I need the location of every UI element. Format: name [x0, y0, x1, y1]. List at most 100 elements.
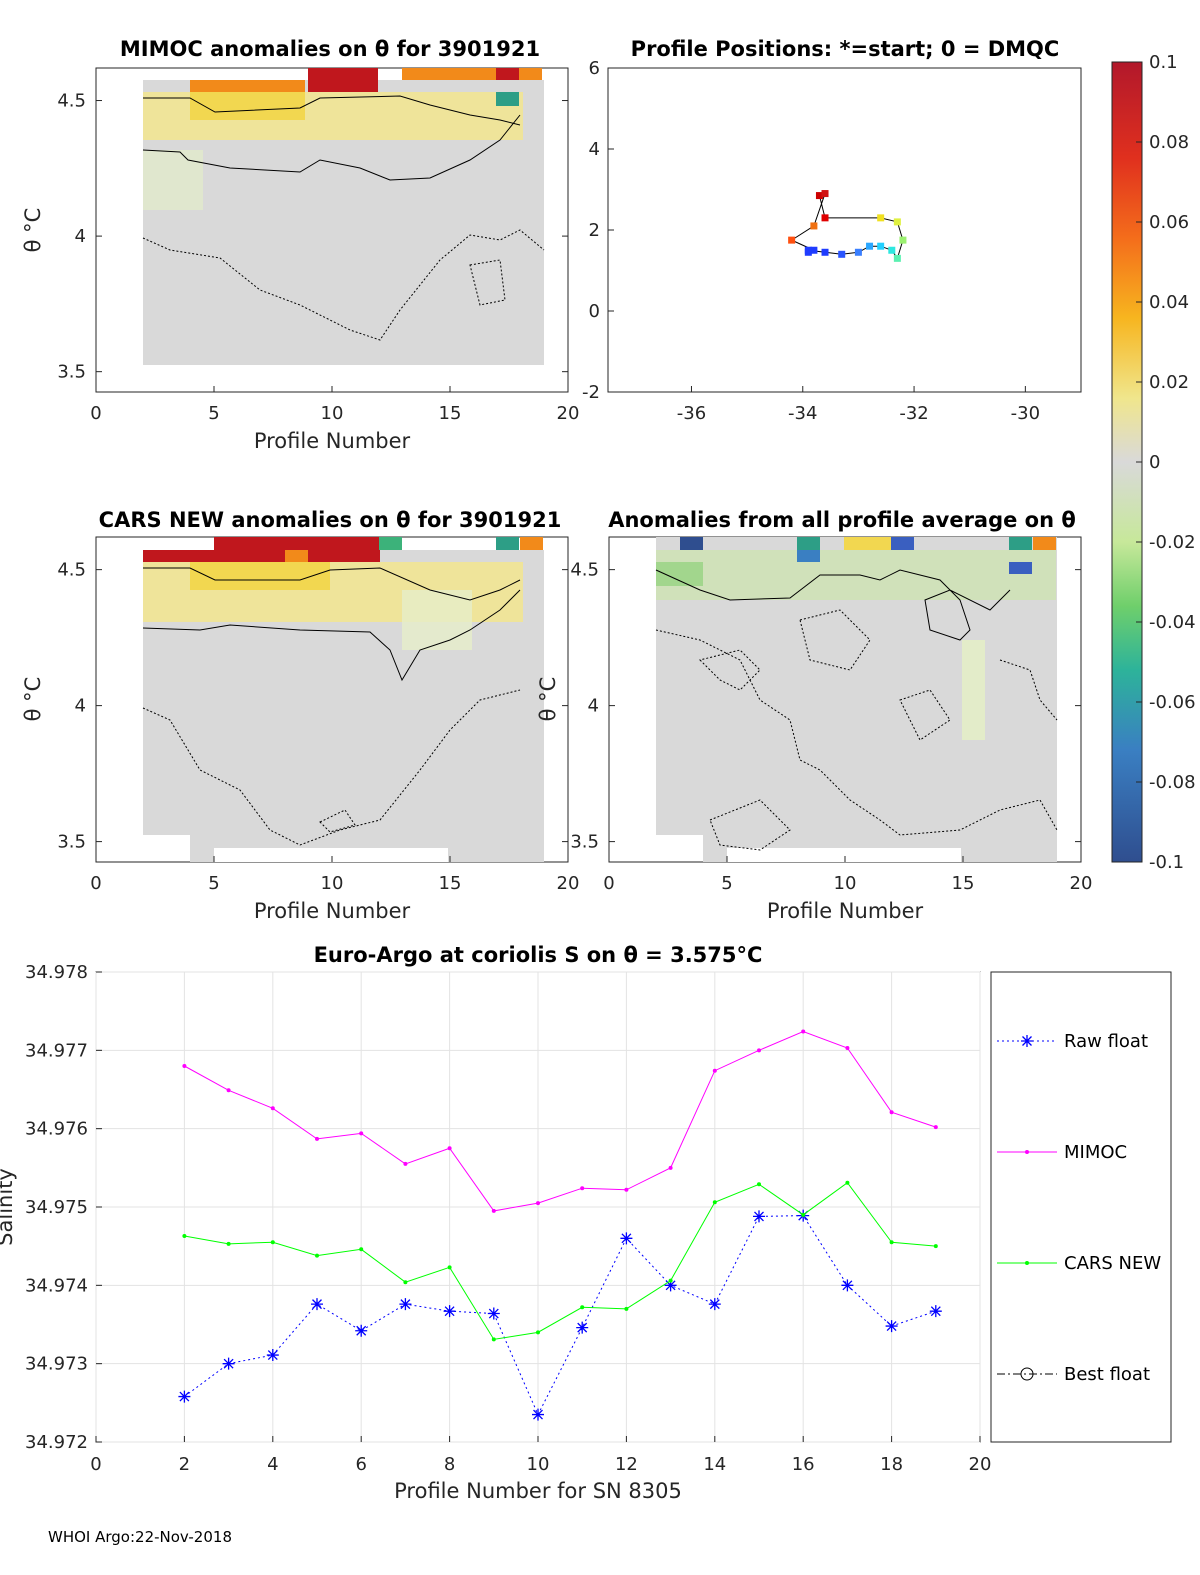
data-point [889, 1110, 894, 1115]
data-point-star [311, 1298, 323, 1311]
y-tick-label: 34.976 [25, 1119, 88, 1140]
contour-line [143, 95, 521, 126]
data-point [845, 1180, 850, 1185]
contour-line-dotted [699, 649, 761, 691]
data-point-star [399, 1298, 412, 1311]
series-mimoc [182, 1029, 938, 1213]
profile-position-marker [893, 254, 901, 262]
colorbar-tick-label: 0.08 [1149, 132, 1189, 153]
data-point [226, 1241, 231, 1246]
data-point [359, 1131, 364, 1136]
colorbar-tick-label: 0 [1149, 452, 1160, 473]
data-point [580, 1305, 585, 1310]
heatmap-cell [680, 537, 703, 550]
salinity-chart: 0 2 4 6 8 10 12 14 16 18 20 34.972 34.973 34.974 34.97… [0, 943, 991, 1503]
y-tick-label: 3.5 [57, 362, 86, 383]
legend-box [990, 971, 1172, 1443]
data-point [933, 1125, 938, 1130]
cars-heatmap [142, 537, 544, 862]
contour-line-dotted [142, 229, 545, 341]
x-tick-label: 5 [208, 403, 219, 424]
heatmap-cell [656, 562, 703, 586]
colorbar: 0.1 0.08 0.06 0.04 0.02 0 -0.02 -0.04 -0.06 -0.08… [1111, 52, 1196, 873]
legend-label: MIMOC [1064, 1142, 1127, 1163]
chart-title: Euro-Argo at coriolis S on θ = 3.575°C [314, 943, 763, 967]
legend-label: CARS NEW [1064, 1253, 1161, 1274]
heatmap-cell [496, 92, 519, 106]
data-point [182, 1064, 187, 1068]
profile-position-marker [821, 190, 829, 198]
contour-line-dotted [469, 259, 506, 306]
cars-xlabel: Profile Number [254, 899, 411, 923]
profile-position-marker [810, 222, 818, 230]
series-line [184, 1182, 936, 1340]
x-tick-label: 12 [615, 1454, 638, 1475]
x-tick-label: -30 [1011, 403, 1040, 424]
x-tick-label: 0 [90, 873, 101, 894]
x-tick-label: -34 [788, 403, 817, 424]
y-tick-label: 34.972 [25, 1432, 88, 1453]
colorbar-tick-label: 0.06 [1149, 212, 1189, 233]
cars-ylabel: θ °C [21, 677, 45, 722]
data-point [447, 1146, 452, 1151]
data-point [226, 1088, 231, 1093]
x-tick-label: 5 [721, 873, 732, 894]
footer-credit: WHOI Argo:22-Nov-2018 [48, 1528, 232, 1546]
positions-panel: Profile Positions: *=start; 0 = DMQC -36… [582, 37, 1082, 424]
x-tick-label: 20 [1070, 873, 1093, 894]
average-xlabel: Profile Number [767, 899, 924, 923]
mimoc-ylabel: θ °C [21, 208, 45, 253]
data-point-star [620, 1232, 633, 1245]
x-tick-label: 15 [952, 873, 975, 894]
contour-line-dotted [899, 689, 951, 741]
x-tick-label: 0 [90, 1454, 101, 1475]
heatmap-cell [1009, 537, 1032, 550]
x-tick-label: 20 [969, 1454, 992, 1475]
heatmap-cell [143, 550, 380, 562]
data-point [933, 1244, 938, 1249]
heatmap-cell [190, 562, 330, 590]
heatmap-cell [797, 537, 820, 550]
contour-line [143, 567, 521, 601]
data-point-star [841, 1279, 854, 1292]
x-tick-label: 18 [880, 1454, 903, 1475]
data-point-star [885, 1320, 898, 1333]
data-point-star [929, 1305, 942, 1318]
heatmap-cell [379, 537, 402, 550]
data-point [403, 1280, 408, 1285]
legend-item: MIMOC [997, 1142, 1127, 1163]
x-tick-label: 0 [90, 403, 101, 424]
data-point-star [664, 1279, 677, 1292]
profile-position-marker [821, 214, 829, 222]
average-ylabel: θ °C [536, 677, 560, 722]
y-tick-label: 34.977 [25, 1040, 88, 1061]
data-point [624, 1187, 629, 1192]
cars-ticks: 0 5 10 15 20 3.5 4 4.5 [57, 560, 579, 894]
data-point [270, 1106, 275, 1111]
heatmap-blank [214, 848, 448, 862]
heatmap-cell [402, 68, 542, 80]
cars-panel: CARS NEW anomalies on θ for 3901921 Prof… [21, 508, 579, 923]
profile-position-marker [888, 246, 896, 254]
colorbar-tick-label: -0.02 [1149, 532, 1196, 553]
x-tick-label: 4 [267, 1454, 278, 1475]
mimoc-xlabel: Profile Number [254, 429, 411, 453]
positions-axes-box [607, 67, 1082, 393]
legend-item: Best float [997, 1364, 1150, 1385]
heatmap-cell [214, 537, 380, 550]
profile-position-marker [838, 250, 846, 258]
data-point-star [1021, 1035, 1033, 1047]
data-point [447, 1265, 452, 1270]
data-point-star [266, 1349, 279, 1362]
colorbar-tick-label: -0.04 [1149, 612, 1196, 633]
legend-item: Raw float [997, 1031, 1148, 1052]
data-point-star [753, 1210, 765, 1223]
x-tick-label: 2 [179, 1454, 190, 1475]
data-point-star [487, 1307, 500, 1320]
x-tick-label: 10 [321, 403, 344, 424]
y-tick-label: 4 [75, 226, 86, 247]
contour-line-dotted [655, 629, 1058, 836]
data-point [712, 1068, 717, 1073]
contour-line-dotted [142, 689, 521, 846]
